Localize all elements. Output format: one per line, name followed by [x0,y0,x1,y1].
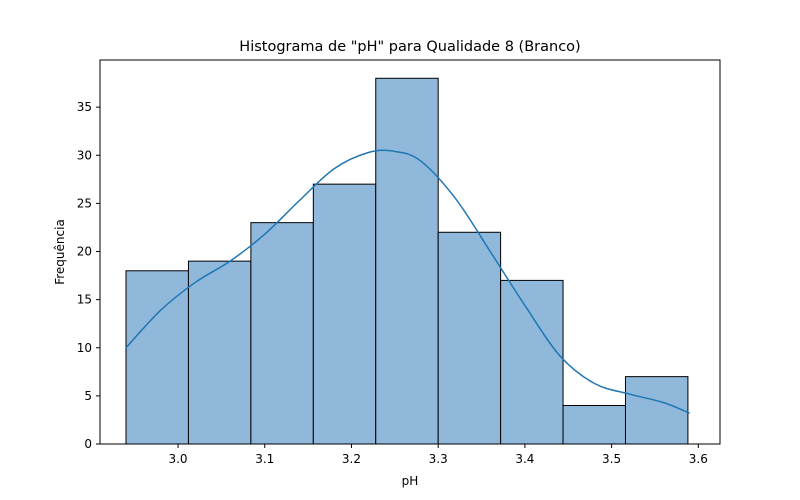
histogram-bar-5 [375,77,439,445]
y-axis-label: Frequência [53,219,67,285]
x-tick-label: 3.6 [689,452,708,466]
x-tick-label: 3.2 [342,452,361,466]
chart-title: Histograma de "pH" para Qualidade 8 (Bra… [239,39,580,55]
kde-curve [125,149,690,414]
y-tick-label: 0 [84,437,92,451]
x-tick-label: 3.3 [429,452,448,466]
y-axis: 0 5 10 15 20 25 30 35 [77,100,100,451]
bars-layer [125,77,689,445]
histogram-bar-1 [125,270,189,445]
y-tick-label: 20 [77,245,92,259]
y-tick-label: 15 [77,293,92,307]
histogram-bar-8 [562,405,626,445]
x-tick-label: 3.0 [168,452,187,466]
y-tick-label: 30 [77,148,92,162]
histogram-bar-7 [500,279,564,445]
histogram-bar-3 [250,222,314,445]
x-axis: 3.0 3.1 3.2 3.3 3.4 3.5 3.6 [168,444,708,466]
histogram-bar-2 [187,260,252,445]
histogram-bar-4 [312,183,377,445]
y-tick-label: 5 [84,389,92,403]
x-tick-label: 3.5 [602,452,621,466]
x-tick-label: 3.1 [255,452,274,466]
y-tick-label: 25 [77,196,92,210]
y-tick-label: 35 [77,100,92,114]
x-tick-label: 3.4 [515,452,534,466]
histogram-bar-9 [624,376,689,445]
histogram-bar-6 [437,231,502,445]
y-tick-label: 10 [77,341,92,355]
x-axis-label: pH [402,474,419,488]
